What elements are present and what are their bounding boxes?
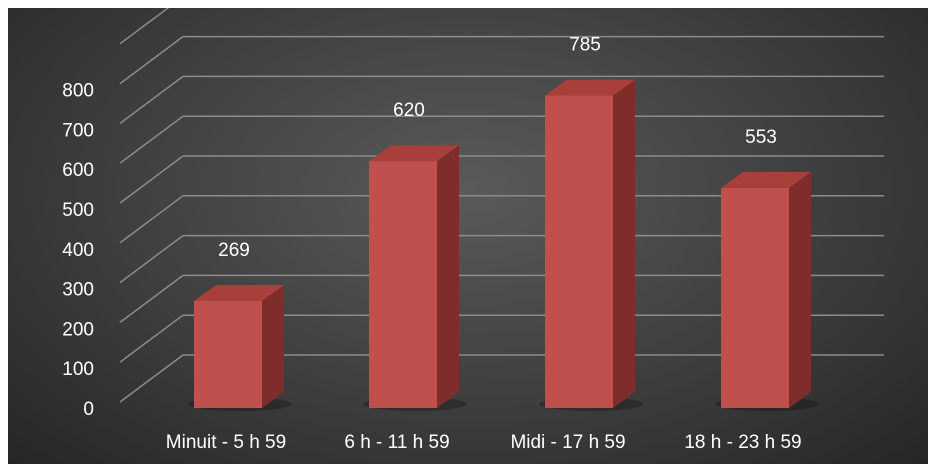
bar-side-0 xyxy=(262,284,284,408)
bar-top-3 xyxy=(721,171,811,188)
bar-side-3 xyxy=(789,171,811,408)
gridline-side-6 xyxy=(119,115,184,164)
y-tick-label-7: 700 xyxy=(62,120,94,141)
gridline-side-1 xyxy=(119,314,184,363)
y-tick-label-5: 500 xyxy=(62,200,94,221)
bar-0 xyxy=(188,284,292,411)
bars: 269 620 785 553 xyxy=(188,35,819,411)
y-axis-tick-labels: 0 100 200 300 400 500 600 700 800 xyxy=(62,81,94,420)
bar-front-2 xyxy=(545,95,613,408)
y-tick-label-8: 800 xyxy=(62,81,94,102)
data-label-2: 785 xyxy=(569,35,601,56)
bar-1 xyxy=(363,145,467,411)
x-tick-label-2: Midi - 17 h 59 xyxy=(510,432,625,453)
bar-chart: 0 100 200 300 400 500 600 700 800 269 620 785 553 M… xyxy=(62,0,884,453)
bar-side-1 xyxy=(437,145,459,409)
gridline-side-2 xyxy=(119,274,184,324)
gridline-side-8 xyxy=(119,35,184,85)
gridline-side-0 xyxy=(119,354,184,403)
x-tick-label-1: 6 h - 11 h 59 xyxy=(344,432,449,453)
gridline-side-4 xyxy=(119,195,184,244)
x-tick-label-3: 18 h - 23 h 59 xyxy=(684,432,801,453)
gridline-side-5 xyxy=(119,155,184,204)
y-tick-label-1: 100 xyxy=(62,359,94,380)
bar-top-2 xyxy=(545,79,635,96)
bar-side-2 xyxy=(613,79,635,408)
bar-2 xyxy=(539,79,643,411)
x-tick-label-0: Minuit - 5 h 59 xyxy=(166,432,286,453)
bar-front-3 xyxy=(721,187,789,408)
y-tick-label-3: 300 xyxy=(62,280,94,301)
gridline-side-9 xyxy=(119,0,180,45)
bar-front-0 xyxy=(194,300,262,408)
chart-frame: 0 100 200 300 400 500 600 700 800 269 620 785 553 M… xyxy=(8,0,928,464)
data-label-1: 620 xyxy=(393,100,425,121)
x-axis-tick-labels: Minuit - 5 h 59 6 h - 11 h 59 Midi - 17 h … xyxy=(166,432,802,453)
gridline-side-3 xyxy=(119,234,184,284)
bar-top-1 xyxy=(369,145,459,162)
y-tick-label-4: 400 xyxy=(62,240,94,261)
y-tick-label-0: 0 xyxy=(83,399,94,420)
data-label-3: 553 xyxy=(745,127,777,148)
bar-top-0 xyxy=(194,284,284,301)
y-tick-label-6: 600 xyxy=(62,160,94,181)
data-label-0: 269 xyxy=(218,240,250,261)
bar-front-1 xyxy=(369,161,437,408)
bar-3 xyxy=(715,171,819,411)
gridline-side-7 xyxy=(119,75,184,125)
y-tick-label-2: 200 xyxy=(62,319,94,340)
